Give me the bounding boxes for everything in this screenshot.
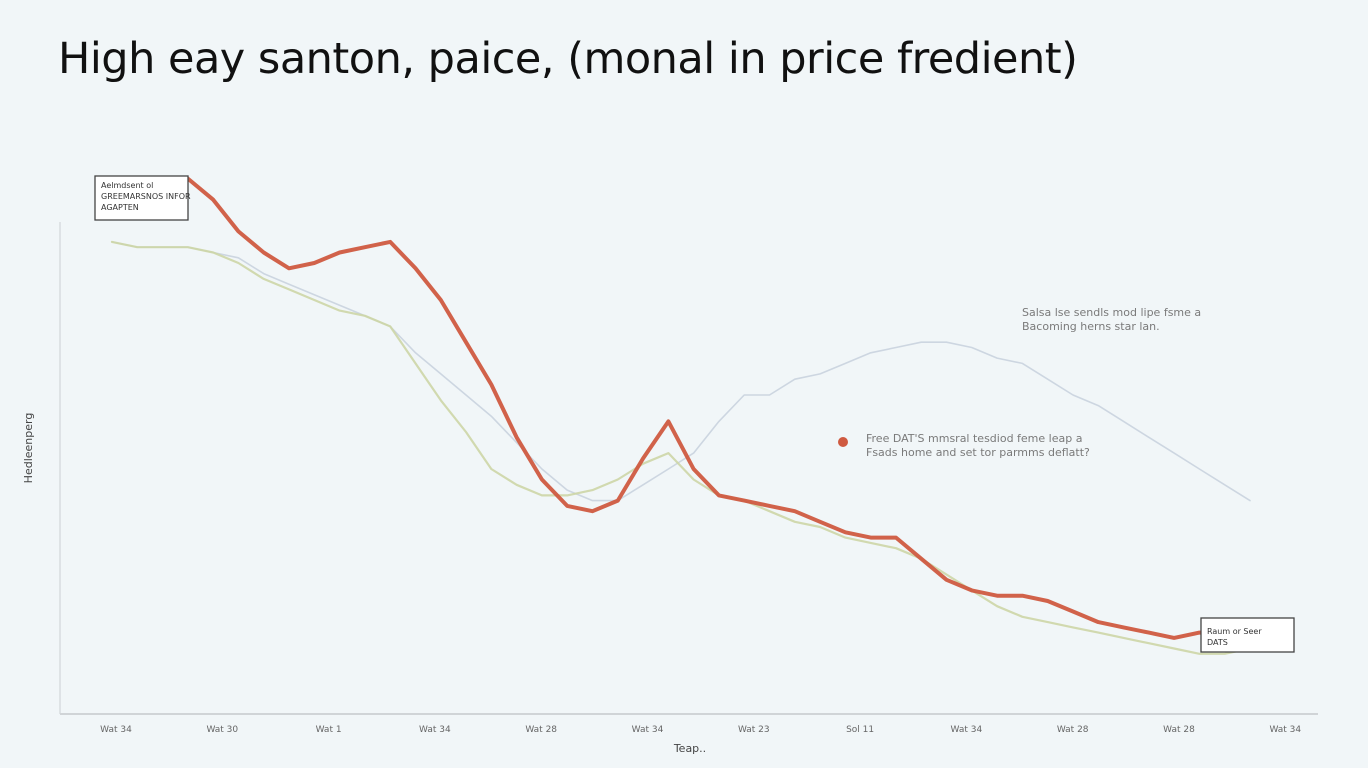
- x-tick-label: Wat 30: [206, 725, 238, 735]
- annotation-text: Free DAT'S mmsral tesdiod feme leap a: [866, 432, 1082, 445]
- series-line-3: [111, 241, 1251, 502]
- x-tick-label: Wat 1: [316, 725, 342, 735]
- axes: [59, 222, 1318, 715]
- x-tick-label: Wat 34: [419, 725, 451, 735]
- series-layer: [110, 176, 1252, 655]
- x-tick-label: Wat 23: [738, 725, 770, 735]
- y-axis-title: Hedleenperg: [22, 413, 35, 484]
- annotation-text: Salsa lse sendls mod lipe fsme a: [1022, 306, 1201, 319]
- x-tick-label: Wat 34: [100, 725, 132, 735]
- legend-box-text: Aelmdsent ol: [101, 181, 153, 190]
- series-line-1: [110, 176, 1252, 640]
- legend-box-text: GREEMARSNOS INFOR: [101, 192, 191, 201]
- x-tick-label: Wat 28: [1163, 725, 1195, 735]
- annotation-text: Bacoming herns star lan.: [1022, 320, 1160, 333]
- annotation-text: Fsads home and set tor parmms deflatt?: [866, 446, 1090, 459]
- series-line-2: [110, 240, 1252, 655]
- legend-box-bottom: [1200, 617, 1295, 653]
- legend-box-text: Raum or Seer: [1207, 627, 1262, 636]
- annotation-marker: [838, 437, 848, 447]
- x-tick-label: Wat 28: [1057, 725, 1089, 735]
- legend-box-top: [94, 175, 189, 221]
- chart-title: High eay santon, paice, (monal in price …: [58, 34, 1078, 84]
- annotations: Salsa lse sendls mod lipe fsme aBacoming…: [838, 306, 1201, 459]
- x-tick-label: Wat 34: [1269, 725, 1301, 735]
- legend-boxes: Aelmdsent ol GREEMARSNOS INFOR AGAPTEN Raum…: [94, 175, 1295, 653]
- x-tick-label: Sol 11: [846, 725, 874, 735]
- legend-box-text: DATS: [1207, 638, 1228, 647]
- x-tick-label: Wat 34: [632, 725, 664, 735]
- x-tick-label: Wat 34: [951, 725, 983, 735]
- x-tick-labels: Wat 34 Wat 30 Wat 1 Wat 34 Wat 28 Wat 34 Wat 2…: [100, 725, 1301, 735]
- x-tick-label: Wat 28: [525, 725, 557, 735]
- legend-box-text: AGAPTEN: [101, 203, 139, 212]
- x-axis-title: Teap..: [673, 742, 706, 755]
